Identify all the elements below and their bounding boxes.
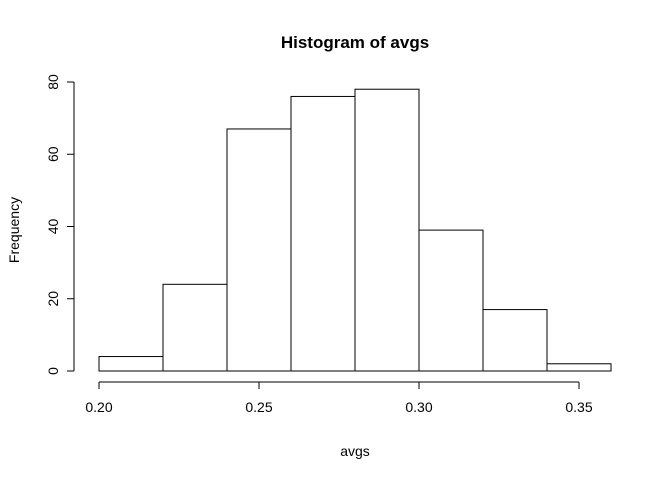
x-axis: 0.20 0.25 0.30 0.35 [85, 381, 593, 415]
x-tick-label: 0.30 [405, 399, 432, 415]
histogram-bar [226, 128, 292, 372]
y-axis-label: Frequency [6, 197, 22, 263]
y-tick-label: 40 [45, 219, 61, 235]
y-tick-label: 60 [45, 146, 61, 162]
histogram-bar [482, 309, 548, 372]
y-tick-label: 80 [45, 74, 61, 90]
chart-title: Histogram of avgs [281, 33, 429, 52]
histogram-bar [354, 88, 420, 372]
y-tick-label: 20 [45, 291, 61, 307]
x-tick-label: 0.35 [565, 399, 592, 415]
histogram-bar [418, 229, 484, 372]
histogram-bar [290, 95, 356, 372]
bars-group [98, 88, 612, 372]
histogram-bar [162, 283, 228, 372]
x-tick-label: 0.25 [245, 399, 272, 415]
histogram-bar [546, 363, 612, 372]
histogram-bar [98, 356, 164, 372]
x-tick-label: 0.20 [85, 399, 112, 415]
y-axis: 0 20 40 60 80 [45, 74, 75, 375]
x-axis-label: avgs [340, 443, 370, 459]
y-tick-label: 0 [45, 367, 61, 375]
